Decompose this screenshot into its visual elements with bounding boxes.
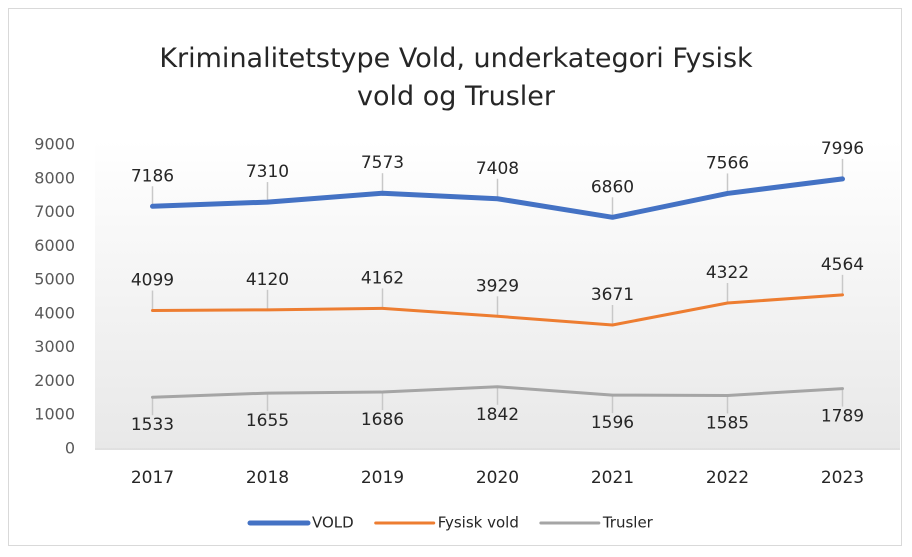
data-label: 6860 — [591, 177, 634, 197]
data-label: 3929 — [476, 276, 519, 296]
x-tick-label: 2022 — [706, 468, 749, 488]
series-line — [151, 293, 844, 327]
data-label: 1585 — [706, 413, 749, 433]
y-tick-label: 4000 — [34, 303, 75, 322]
y-tick-label: 5000 — [34, 270, 75, 289]
y-tick-label: 7000 — [34, 202, 75, 221]
chart-title: Kriminalitetstype Vold, underkategori Fy… — [159, 43, 753, 112]
data-label: 1686 — [361, 410, 404, 430]
x-tick-label: 2020 — [476, 468, 519, 488]
y-tick-label: 9000 — [34, 135, 75, 154]
data-label: 1842 — [476, 405, 519, 425]
data-label: 7186 — [131, 166, 174, 186]
y-tick-label: 0 — [65, 439, 75, 458]
data-label: 1596 — [591, 413, 634, 433]
data-label: 3671 — [591, 285, 634, 305]
data-label: 4120 — [246, 270, 289, 290]
legend-label: VOLD — [312, 514, 354, 532]
data-label: 7566 — [706, 153, 749, 173]
y-tick-label: 2000 — [34, 371, 75, 390]
legend-label: Fysisk vold — [438, 514, 519, 532]
series-line — [151, 385, 844, 399]
data-label: 4564 — [821, 255, 864, 275]
x-tick-label: 2019 — [361, 468, 404, 488]
series-line — [150, 176, 845, 220]
y-tick-label: 6000 — [34, 236, 75, 255]
data-label: 7996 — [821, 139, 864, 159]
data-label: 7408 — [476, 159, 519, 179]
chart-frame — [8, 8, 902, 546]
x-tick-label: 2023 — [821, 468, 864, 488]
legend-label: Trusler — [602, 514, 654, 532]
data-label: 1533 — [131, 415, 174, 435]
x-tick-label: 2017 — [131, 468, 174, 488]
x-tick-label: 2021 — [591, 468, 634, 488]
data-label: 4162 — [361, 268, 404, 288]
data-label: 4322 — [706, 263, 749, 283]
data-label: 4099 — [131, 271, 174, 291]
data-label: 7310 — [246, 162, 289, 182]
x-tick-label: 2018 — [246, 468, 289, 488]
y-tick-label: 8000 — [34, 168, 75, 187]
y-tick-label: 3000 — [34, 337, 75, 356]
y-tick-label: 1000 — [34, 405, 75, 424]
data-label: 1655 — [246, 411, 289, 431]
data-label: 7573 — [361, 153, 404, 173]
data-label: 1789 — [821, 407, 864, 427]
